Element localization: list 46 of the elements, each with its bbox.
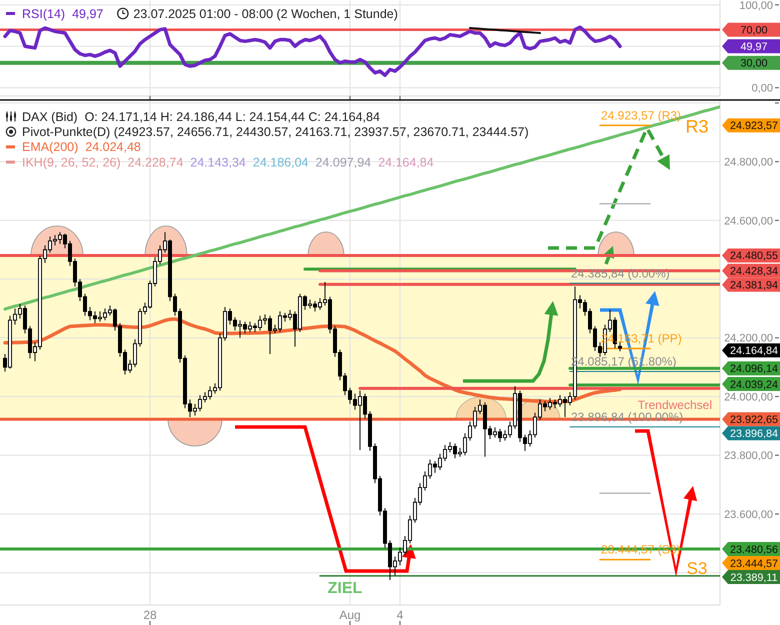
annotation: O: 24.171,14 H: 24.186,44 L: 24.154,44 C: 24.164,84 [84, 110, 380, 124]
annotation: 24.097,94 [315, 155, 372, 170]
x-tick-label: 28 [143, 608, 157, 622]
x-tick-label: Aug [339, 608, 361, 622]
y-tick-label: 100,00 [739, 0, 773, 12]
data-label: 23.896,84 [730, 428, 778, 440]
ref-line-label: 30,00 [740, 58, 768, 70]
text: 24.164,84 [730, 345, 778, 358]
legend-label: EMA(200) [22, 140, 78, 154]
annotation: 24.186,04 [252, 155, 309, 170]
y-tick-label: 23.600,00 [724, 508, 773, 521]
y-tick-label: 0,00 [752, 82, 773, 95]
data-label: 24.923,57 (R3) [601, 108, 682, 122]
annotation: 24.228,74 [128, 155, 184, 170]
data-label: 23.389,11 [730, 572, 778, 584]
data-label: 24.381,94 [730, 280, 778, 292]
data-label: 24.096,14 [730, 363, 778, 376]
y-tick-label: 24.000,00 [724, 391, 773, 404]
ref-line-label: 23.480,56 [730, 544, 778, 556]
text: 23.444,57 [730, 558, 778, 570]
annotation: ZIEL [328, 580, 363, 597]
text: DAX (Bid) [22, 110, 78, 124]
annotation: IKH(9, 26, 52, 26) [22, 155, 121, 170]
x-tick-label: 4 [396, 608, 404, 622]
annotation: Trendwechsel [638, 398, 712, 412]
annotation: 24.143,34 [190, 155, 246, 170]
y-tick-label: 24.200,00 [724, 332, 773, 345]
text: 24.923,57 [730, 120, 778, 132]
legend-label: RSI(14) [22, 6, 66, 21]
ref-line-label: 70,00 [740, 24, 768, 37]
ref-line-label: 24.480,55 [730, 250, 778, 262]
annotation: 23.07.2025 01:00 - 08:00 (2 Wochen, 1 Stunde) [133, 6, 398, 21]
y-tick-label: 24.600,00 [724, 215, 773, 228]
annotation: 49,97 [72, 6, 104, 21]
y-tick-label: 24.800,00 [724, 156, 773, 169]
annotation: Pivot-Punkte(D) (24923.57, 24656.71, 24430.57, 24163.71, 23937.57, 23670.71, 23444.57) [22, 125, 529, 139]
data-label: 24.039,24 [730, 378, 778, 391]
ref-line-label: 23.922,65 [730, 414, 778, 426]
annotation: 24.024,48 [85, 140, 141, 154]
annotation: R3 [685, 116, 709, 136]
text: 49,97 [740, 41, 768, 54]
y-tick-label: 23.800,00 [724, 450, 773, 462]
data-label: 23.444,57 (S3) [601, 542, 680, 557]
annotation: 24.164,84 [378, 155, 434, 170]
annotation: S3 [686, 559, 708, 578]
data-label: 24.428,34 [730, 266, 778, 278]
